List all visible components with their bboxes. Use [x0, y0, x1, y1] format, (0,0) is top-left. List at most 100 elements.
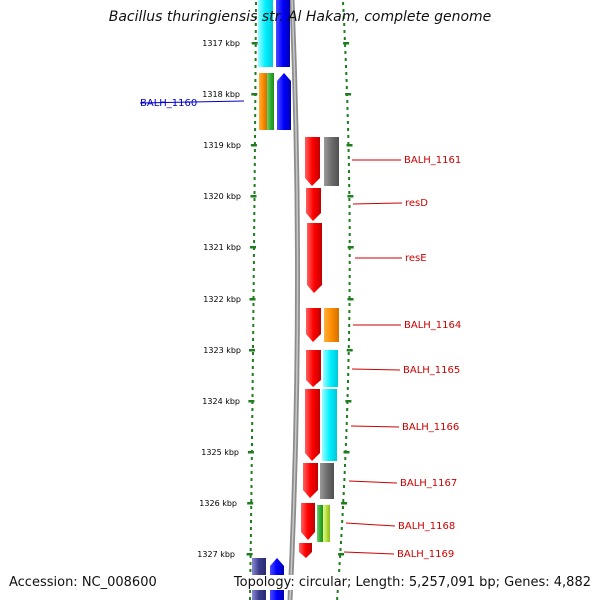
scale-dot	[342, 16, 345, 19]
scale-dot	[254, 23, 257, 26]
scale-dot	[254, 37, 257, 40]
scale-dot	[348, 289, 351, 292]
gene-label-balh-1164[interactable]: BALH_1164	[404, 320, 461, 331]
feature-cyan[interactable]	[258, 0, 273, 67]
scale-dot	[253, 219, 256, 222]
scale-dot	[251, 443, 253, 446]
gene-label-balh-1165[interactable]: BALH_1165	[403, 365, 460, 376]
scale-dot	[251, 429, 254, 432]
scale-tick	[251, 42, 258, 45]
scale-dot	[249, 569, 252, 572]
scale-dot	[348, 177, 351, 180]
scale-dot	[348, 205, 351, 208]
scale-dot	[253, 205, 256, 208]
feature-red[interactable]	[306, 308, 321, 342]
scale-dot	[252, 345, 254, 348]
feature-red[interactable]	[306, 188, 321, 221]
scale-tick	[246, 553, 253, 556]
scale-dot	[253, 240, 256, 243]
feature-cyan[interactable]	[323, 350, 338, 387]
gene-label-balh-1161[interactable]: BALH_1161	[404, 155, 461, 166]
scale-dot	[252, 268, 255, 271]
scale-dot	[348, 282, 351, 285]
feature-green[interactable]	[267, 73, 274, 130]
scale-dot	[253, 226, 256, 229]
scale-dot	[249, 534, 252, 537]
scale-dot	[348, 212, 351, 215]
kbp-tick-label: 1318 kbp	[202, 90, 240, 99]
kbp-tick-label: 1325 kbp	[201, 448, 239, 457]
scale-dot	[338, 562, 341, 565]
scale-dot	[346, 121, 349, 124]
scale-dot	[345, 422, 348, 425]
feature-orange[interactable]	[259, 73, 267, 130]
scale-tick	[346, 349, 353, 352]
feature-red[interactable]	[306, 350, 321, 387]
scale-dot	[253, 142, 256, 145]
kbp-tick-label: 1327 kbp	[197, 550, 235, 559]
gene-label-rese[interactable]: resE	[405, 253, 427, 264]
scale-dot	[251, 408, 254, 411]
scale-dot	[348, 233, 351, 236]
gene-label-balh-1169[interactable]: BALH_1169	[397, 549, 454, 560]
scale-dot	[250, 506, 253, 509]
feature-blue[interactable]	[277, 73, 291, 130]
feature-red[interactable]	[305, 389, 320, 461]
scale-dot	[348, 226, 351, 229]
scale-tick	[345, 93, 352, 96]
scale-dot	[341, 520, 344, 523]
feature-red[interactable]	[305, 137, 320, 186]
gene-label-resd[interactable]: resD	[405, 198, 428, 209]
feature-blue[interactable]	[276, 0, 290, 67]
scale-dot	[253, 212, 256, 215]
scale-dot	[346, 415, 348, 418]
feature-red[interactable]	[301, 503, 315, 540]
scale-dot	[347, 142, 350, 145]
scale-dot	[253, 191, 256, 194]
scale-dot	[348, 338, 350, 341]
scale-dot	[348, 324, 351, 327]
gene-label-balh-1168[interactable]: BALH_1168	[398, 521, 455, 532]
scale-dot	[250, 457, 253, 460]
scale-dot	[336, 597, 339, 600]
feature-gray[interactable]	[320, 463, 334, 499]
scale-dot	[252, 317, 255, 320]
scale-dot	[250, 471, 253, 474]
feature-gray[interactable]	[324, 137, 339, 186]
scale-tick	[248, 400, 255, 403]
kbp-tick-label: 1323 kbp	[203, 346, 241, 355]
feature-green[interactable]	[317, 505, 323, 542]
gene-label-balh-1167[interactable]: BALH_1167	[400, 478, 457, 489]
scale-dot	[253, 198, 256, 201]
scale-dot	[346, 114, 349, 117]
scale-dot	[255, 2, 257, 5]
gene-leaders	[139, 100, 403, 555]
scale-dot	[254, 86, 257, 89]
scale-dot	[250, 464, 253, 467]
scale-dot	[251, 436, 253, 439]
scale-dot	[250, 478, 253, 481]
scale-dot	[250, 485, 253, 488]
scale-dot	[346, 107, 349, 110]
gene-label-balh-1166[interactable]: BALH_1166	[402, 422, 459, 433]
scale-dot	[254, 9, 257, 12]
scale-dot	[252, 303, 255, 306]
scale-dot	[348, 191, 351, 194]
gene-label-balh-1160[interactable]: BALH_1160	[140, 98, 197, 109]
feature-red[interactable]	[303, 463, 318, 498]
kbp-tick-label: 1321 kbp	[203, 243, 241, 252]
feature-lime[interactable]	[323, 505, 330, 542]
reverse-features	[299, 137, 339, 558]
scale-dot	[345, 436, 348, 439]
scale-dot	[348, 296, 351, 299]
scale-dot	[250, 513, 253, 516]
scale-dot	[251, 359, 254, 362]
feature-red[interactable]	[299, 543, 312, 558]
feature-cyan[interactable]	[322, 389, 337, 461]
scale-dot	[348, 219, 351, 222]
feature-red[interactable]	[307, 223, 322, 293]
scale-dot	[254, 135, 256, 138]
feature-orange[interactable]	[324, 308, 339, 342]
scale-dot	[347, 380, 349, 383]
scale-dot	[252, 296, 255, 299]
